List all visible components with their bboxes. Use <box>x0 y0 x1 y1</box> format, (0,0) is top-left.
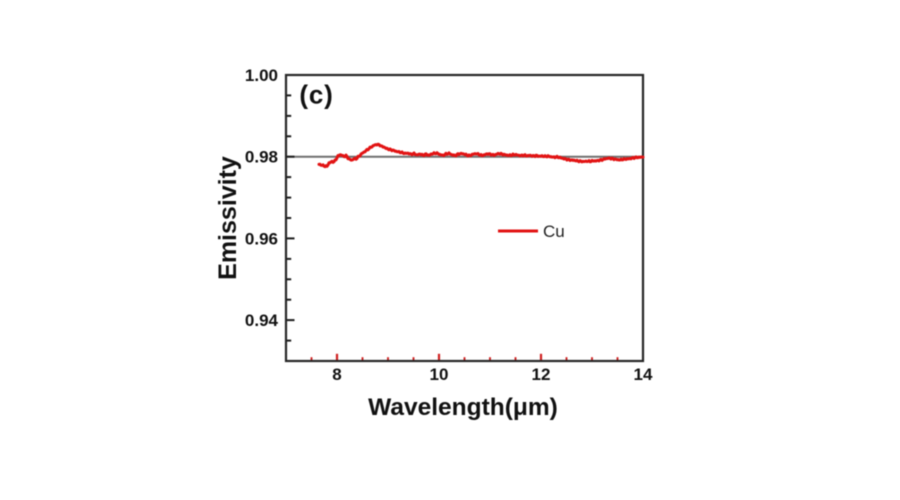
svg-text:0.98: 0.98 <box>245 148 278 167</box>
svg-text:10: 10 <box>430 365 449 384</box>
svg-text:0.94: 0.94 <box>245 311 279 330</box>
svg-text:Wavelength(μm): Wavelength(μm) <box>368 394 558 421</box>
svg-text:12: 12 <box>532 365 551 384</box>
svg-text:Cu: Cu <box>543 222 565 241</box>
svg-text:14: 14 <box>634 365 653 384</box>
svg-text:1.00: 1.00 <box>245 66 278 85</box>
svg-text:(c): (c) <box>299 80 333 110</box>
svg-text:8: 8 <box>332 365 341 384</box>
svg-text:0.96: 0.96 <box>245 229 278 248</box>
svg-text:Emissivity: Emissivity <box>214 156 242 280</box>
